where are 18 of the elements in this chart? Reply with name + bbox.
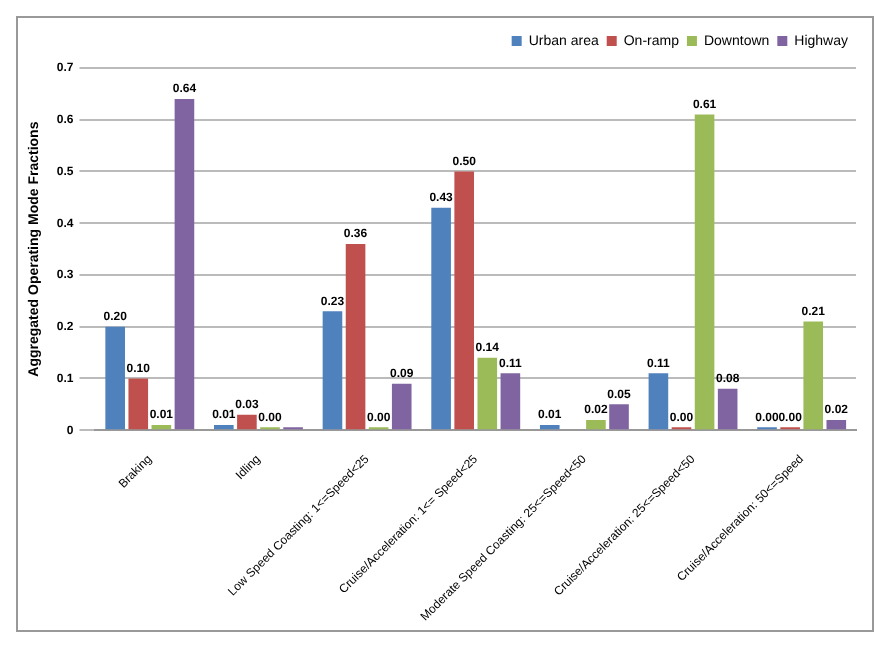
bar <box>477 357 498 430</box>
bar <box>500 373 521 430</box>
bar <box>105 326 125 430</box>
bar <box>803 321 824 430</box>
bar <box>391 383 412 430</box>
bar <box>454 171 475 430</box>
bar <box>174 99 195 430</box>
bar <box>586 419 606 430</box>
bar <box>431 207 451 430</box>
bar <box>826 419 847 430</box>
bar <box>609 404 629 430</box>
bar <box>322 311 343 430</box>
bar <box>694 114 715 430</box>
bar <box>717 388 738 430</box>
bar <box>648 373 669 430</box>
bar <box>237 414 257 430</box>
bar <box>345 243 366 430</box>
bar <box>128 378 149 430</box>
